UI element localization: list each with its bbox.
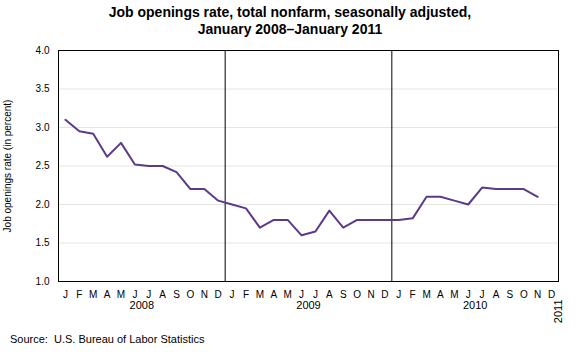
html-text:Source: U.S. Bureau of Labor S: Source: U.S. Bureau of Labor Statistics — [10, 333, 205, 345]
svg-text:F: F — [243, 289, 249, 300]
html-text:Job openings rate, total nonfa: Job openings rate, total nonfarm, season… — [108, 4, 472, 37]
svg-text:A: A — [159, 289, 166, 300]
svg-text:A: A — [326, 289, 333, 300]
svg-text:1.5: 1.5 — [36, 237, 50, 248]
svg-text:J: J — [299, 289, 304, 300]
svg-text:J: J — [230, 289, 235, 300]
svg-text:F: F — [410, 289, 416, 300]
svg-text:A: A — [270, 289, 277, 300]
svg-text:N: N — [534, 289, 541, 300]
svg-text:2011: 2011 — [552, 300, 564, 324]
svg-text:J: J — [313, 289, 318, 300]
svg-text:S: S — [507, 289, 514, 300]
svg-text:A: A — [104, 289, 111, 300]
svg-text:A: A — [493, 289, 500, 300]
svg-text:S: S — [173, 289, 180, 300]
svg-text:2.5: 2.5 — [36, 160, 50, 171]
svg-text:N: N — [367, 289, 374, 300]
svg-text:D: D — [215, 289, 222, 300]
svg-text:M: M — [283, 289, 291, 300]
svg-text:J: J — [63, 289, 68, 300]
svg-text:F: F — [76, 289, 82, 300]
svg-text:J: J — [466, 289, 471, 300]
svg-text:2009: 2009 — [296, 299, 320, 311]
svg-text:M: M — [256, 289, 264, 300]
svg-text:N: N — [201, 289, 208, 300]
svg-text:M: M — [450, 289, 458, 300]
svg-text:J: J — [480, 289, 485, 300]
svg-text:2.0: 2.0 — [36, 199, 50, 210]
svg-text:2010: 2010 — [463, 299, 487, 311]
svg-text:O: O — [520, 289, 528, 300]
svg-text:O: O — [187, 289, 195, 300]
svg-text:S: S — [340, 289, 347, 300]
svg-text:3.0: 3.0 — [36, 122, 50, 133]
svg-text:J: J — [132, 289, 137, 300]
svg-text:Job openings rate (in percent): Job openings rate (in percent) — [2, 100, 13, 233]
svg-text:M: M — [89, 289, 97, 300]
svg-text:3.5: 3.5 — [36, 83, 50, 94]
svg-text:O: O — [353, 289, 361, 300]
svg-text:D: D — [381, 289, 388, 300]
svg-text:2008: 2008 — [130, 299, 154, 311]
svg-text:D: D — [548, 289, 555, 300]
svg-text:J: J — [146, 289, 151, 300]
svg-text:A: A — [437, 289, 444, 300]
svg-text:1.0: 1.0 — [36, 276, 50, 287]
svg-text:M: M — [117, 289, 125, 300]
svg-text:M: M — [422, 289, 430, 300]
svg-text:J: J — [396, 289, 401, 300]
svg-text:4.0: 4.0 — [36, 45, 50, 56]
